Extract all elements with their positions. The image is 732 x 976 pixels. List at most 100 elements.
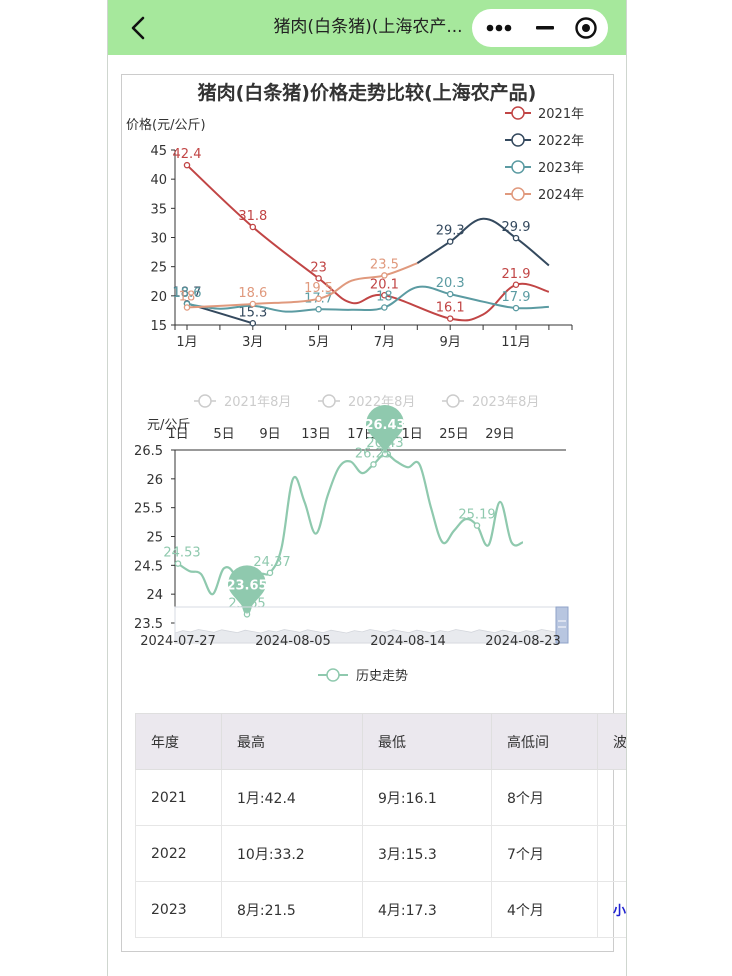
data-point: [512, 234, 520, 242]
legend-marker: [511, 187, 525, 201]
legend-top-label: 2021年8月: [224, 395, 291, 410]
minimize-icon: [536, 26, 554, 30]
bottom-tick-label: 2024-08-05: [255, 634, 331, 649]
legend-top-label: 2022年8月: [348, 395, 415, 410]
legend-label: 2021年: [538, 107, 584, 122]
chart-title: 猪肉(白条猪)价格走势比较(上海农产品): [197, 81, 537, 104]
cell-year: 2021: [135, 769, 222, 826]
top-tick-label: 9日: [259, 427, 280, 442]
data-label: 18.7: [173, 285, 202, 300]
max-marker-pin: [366, 405, 404, 455]
data-point: [315, 295, 322, 302]
cell-high: 1月:42.4: [221, 769, 363, 826]
y-tick-label: 26.5: [134, 444, 163, 459]
data-point: [315, 305, 322, 313]
series-line-2022年: [416, 217, 550, 267]
top-tick-label: 5日: [213, 427, 234, 442]
data-point: [446, 290, 454, 298]
data-label: 18: [179, 290, 196, 305]
data-label: 17.9: [502, 290, 531, 305]
min-marker-pin: [228, 565, 266, 615]
bottom-tick-label: 2024-07-27: [140, 634, 216, 649]
back-button[interactable]: [122, 12, 154, 44]
data-zoom-preview: [174, 629, 567, 644]
x-tick-label: 11月: [501, 335, 531, 350]
data-label: 42.4: [173, 147, 202, 162]
data-label: 29.9: [502, 220, 531, 235]
y-tick-label: 24: [146, 588, 163, 603]
table-row: 2022 10月:33.2 3月:15.3 7个月: [135, 825, 626, 882]
close-button[interactable]: [564, 9, 608, 47]
data-label: 20.1: [370, 277, 399, 292]
x-tick-label: 1月: [176, 335, 197, 350]
x-tick-label: 5月: [308, 335, 329, 350]
mini-program-window: 猪肉(白条猪)(上海农产... 猪肉(白条猪)价格走势比较(上海农产品) 价格(元…: [107, 0, 627, 976]
data-point: [183, 161, 191, 169]
x-tick-label: 7月: [374, 335, 395, 350]
top-tick-label: 1日: [167, 427, 188, 442]
max-marker-value: 26.43: [364, 418, 405, 433]
capsule-menu: [472, 9, 608, 47]
data-point: [381, 291, 388, 299]
data-zoom-handle: [555, 606, 569, 644]
series-line-2023年: [186, 285, 549, 313]
table-header-row: 年度 最高 最低 高低间 波动: [135, 713, 626, 770]
x-tick-label: 9月: [440, 335, 461, 350]
legend-marker: [446, 394, 460, 408]
cell-span: 8个月: [491, 769, 598, 826]
data-label: 16.1: [436, 301, 465, 316]
y-tick-label: 40: [150, 173, 167, 188]
data-point: [512, 304, 520, 312]
legend-marker: [511, 160, 525, 174]
cell-span: 4个月: [491, 881, 598, 938]
cell-high: 10月:33.2: [221, 825, 363, 882]
data-point: [512, 281, 520, 288]
data-label: 26.25: [355, 446, 392, 461]
min-marker-value: 23.65: [226, 578, 267, 593]
y-tick-label: 25: [146, 531, 163, 546]
legend-label: 2022年: [538, 134, 584, 149]
data-label: 24.53: [163, 546, 200, 561]
header-year: 年度: [135, 713, 222, 770]
header-high: 最高: [221, 713, 363, 770]
data-point: [370, 461, 377, 468]
data-label: 29.3: [436, 224, 465, 239]
y-tick-label: 15: [150, 319, 167, 334]
cell-fluctuation: [597, 769, 626, 826]
cell-year: 2022: [135, 825, 222, 882]
cell-span: 7个月: [491, 825, 598, 882]
data-point: [315, 275, 322, 282]
data-point: [174, 560, 182, 567]
header-low: 最低: [362, 713, 492, 770]
data-label: 24.37: [253, 555, 290, 570]
data-label: 21.9: [502, 267, 531, 282]
cell-low: 9月:16.1: [362, 769, 492, 826]
x-tick-label: 3月: [242, 335, 263, 350]
data-label: 25.19: [458, 508, 495, 523]
page-title: 猪肉(白条猪)(上海农产...: [273, 17, 463, 37]
data-point: [266, 569, 274, 577]
y-axis-label: 元/公斤: [147, 418, 190, 433]
yearly-comparison-chart: 猪肉(白条猪)价格走势比较(上海农产品) 价格(元/公斤) 15 20 25 30 35 40…: [126, 81, 584, 350]
data-label: 19.5: [304, 281, 333, 296]
chevron-left-icon: [131, 16, 145, 40]
legend-marker: [322, 394, 336, 408]
y-tick-label: 20: [150, 290, 167, 305]
top-tick-label: 13日: [301, 427, 331, 442]
y-tick-label: 45: [150, 144, 167, 159]
cell-low: 4月:17.3: [362, 881, 492, 938]
data-point: [381, 272, 388, 279]
legend-marker: [511, 133, 525, 147]
content-card: 猪肉(白条猪)价格走势比较(上海农产品) 价格(元/公斤) 15 20 25 30 35 40…: [121, 74, 626, 952]
data-label: 31.8: [238, 209, 267, 224]
top-tick-label: 29日: [485, 427, 515, 442]
navigation-bar: 猪肉(白条猪)(上海农产...: [108, 0, 626, 55]
y-tick-label: 35: [150, 202, 167, 217]
more-button[interactable]: [472, 9, 526, 47]
cell-high: 8月:21.5: [221, 881, 363, 938]
more-dots-icon: [486, 24, 512, 32]
minimize-button[interactable]: [526, 9, 564, 47]
data-point: [446, 238, 454, 245]
legend-label: 2024年: [538, 188, 584, 203]
data-point: [473, 522, 481, 529]
